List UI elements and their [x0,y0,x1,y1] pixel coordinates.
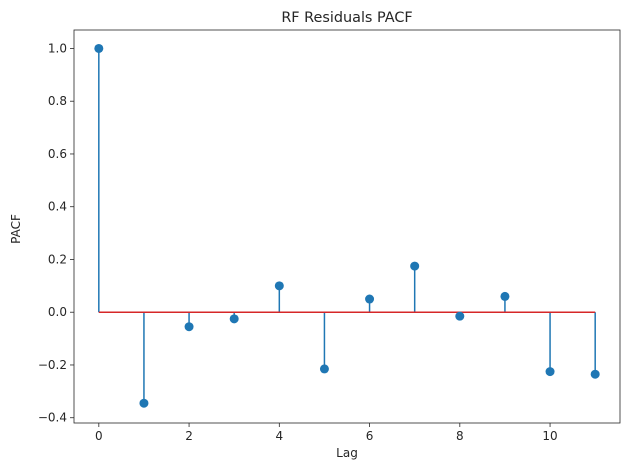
stem-marker [545,367,555,377]
y-tick-label: 0.2 [48,252,67,266]
x-axis-label: Lag [336,446,358,460]
y-tick-label: 0.4 [48,200,67,214]
stem-marker [365,294,375,304]
x-tick-label: 4 [275,429,283,443]
plot-frame [73,29,621,424]
x-tick-label: 0 [95,429,103,443]
y-tick-label: 1.0 [48,41,67,55]
y-tick-label: −0.4 [38,411,67,425]
y-tick-label: −0.2 [38,358,67,372]
stem-marker [94,43,104,53]
chart-title: RF Residuals PACF [281,10,412,26]
x-tick-label: 6 [366,429,374,443]
y-tick-label: 0.0 [48,305,67,319]
x-tick-label: 2 [185,429,193,443]
x-tick-label: 10 [542,429,557,443]
stem-marker [229,314,239,324]
stem-marker [139,398,149,408]
y-axis-label: PACF [9,214,23,244]
stem-marker [319,364,329,374]
plot-area: 0 2 4 6 8 10 −0.4 −0.2 0.0 0.2 0.4 0.6 0.8 1.0 [38,29,621,443]
y-tick-label: 0.8 [48,94,67,108]
stem-marker [590,369,600,379]
stem-marker [184,322,194,332]
stem-marker [455,311,465,321]
y-tick-label: 0.6 [48,147,67,161]
stem-marker [274,281,284,291]
stem-marker [500,291,510,301]
stem-marker [410,261,420,271]
x-tick-label: 8 [456,429,464,443]
